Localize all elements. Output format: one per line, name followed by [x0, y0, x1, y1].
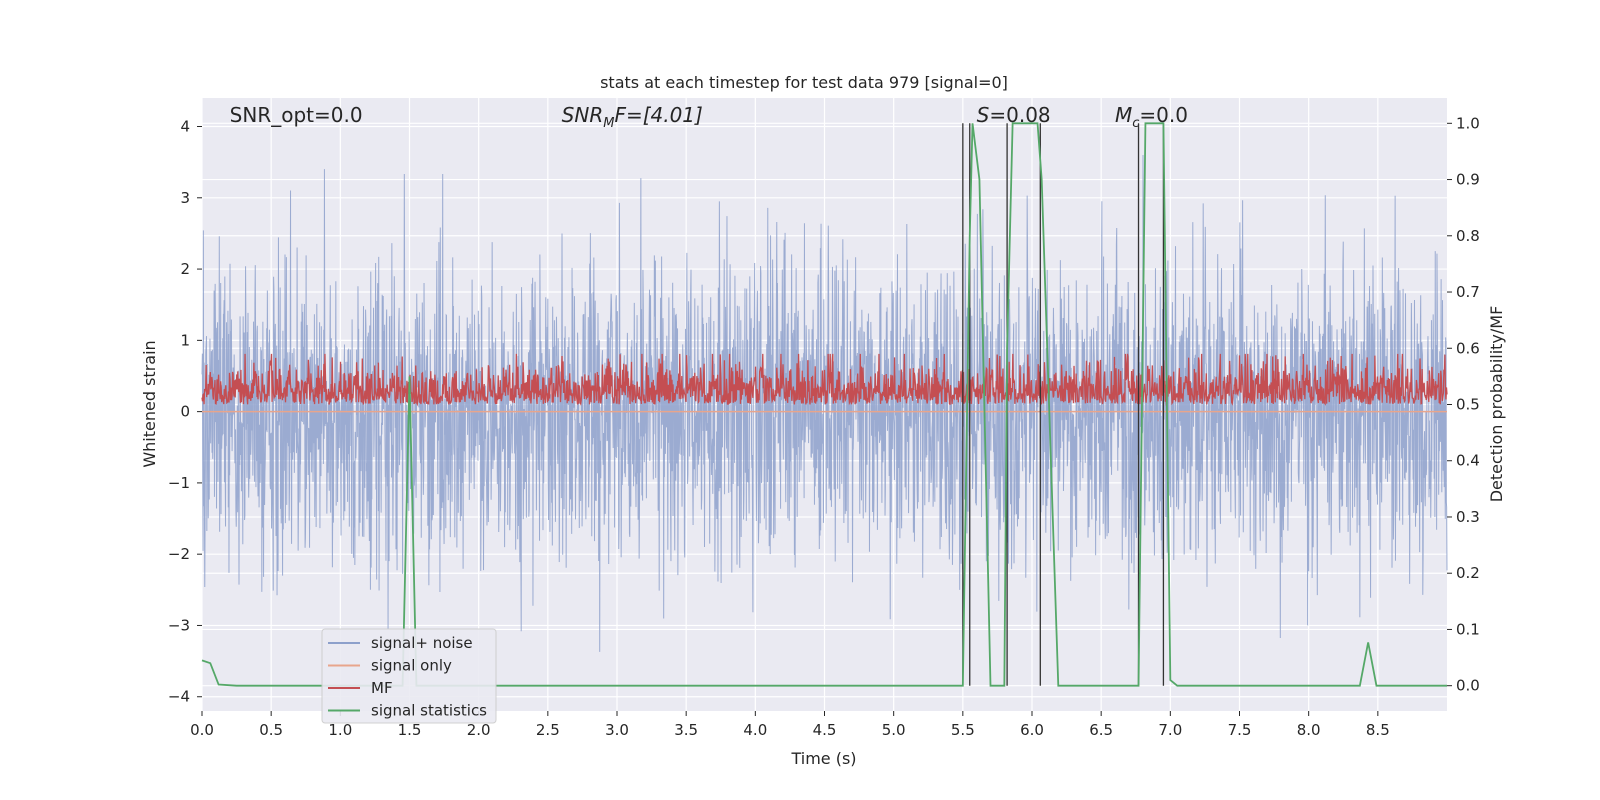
x-tick-label: 3.5	[674, 721, 698, 739]
x-tick-label: 8.0	[1297, 721, 1321, 739]
y-left-tick-label: −4	[168, 688, 190, 706]
legend-label: signal only	[371, 657, 452, 675]
y-left-tick-label: 2	[180, 260, 190, 278]
y-right-tick-label: 0.9	[1456, 171, 1480, 189]
y-right-tick-label: 0.6	[1456, 339, 1480, 357]
series-layer	[201, 122, 1448, 687]
chart-title: stats at each timestep for test data 979…	[600, 73, 1008, 92]
legend-label: signal+ noise	[371, 634, 473, 652]
series-signal-statistics	[201, 122, 1447, 687]
stat-annotation: Mc=0.0	[1115, 103, 1188, 131]
x-tick-label: 3.0	[605, 721, 629, 739]
legend: signal+ noise signal only MF signal statist…	[321, 628, 497, 724]
x-tick-label: 1.0	[328, 721, 352, 739]
legend-label: MF	[371, 679, 393, 697]
y-right-tick-label: 0.8	[1456, 227, 1480, 245]
y-axis-left: −4 −3 −2 −1 0 1 2 3 4	[168, 118, 202, 706]
legend-label: signal statistics	[371, 702, 487, 720]
legend-box	[321, 628, 497, 724]
y-left-tick-label: 4	[180, 118, 190, 136]
y-left-tick-label: 1	[180, 331, 190, 349]
stat-annotation: S=0.08	[977, 103, 1051, 127]
y-left-tick-label: −1	[168, 474, 190, 492]
x-tick-label: 6.5	[1089, 721, 1113, 739]
y-right-tick-label: 0.7	[1456, 283, 1480, 301]
stat-annotation: SNRMF=[4.01]	[562, 103, 703, 131]
y-axis-right-label: Detection probability/MF	[1487, 306, 1506, 503]
y-right-tick-label: 0.5	[1456, 396, 1480, 414]
x-tick-label: 0.0	[190, 721, 214, 739]
x-axis-label: Time (s)	[790, 749, 856, 768]
y-axis-right: 0.0 0.1 0.2 0.3 0.4 0.5 0.6 0.7 0.8 0.9 1.0	[1447, 114, 1480, 695]
y-left-tick-label: −3	[168, 616, 190, 634]
y-right-tick-label: 0.0	[1456, 677, 1480, 695]
x-tick-label: 7.5	[1228, 721, 1252, 739]
y-right-tick-label: 0.3	[1456, 508, 1480, 526]
x-tick-label: 0.5	[259, 721, 283, 739]
x-tick-label: 5.5	[951, 721, 975, 739]
y-right-tick-label: 0.2	[1456, 564, 1480, 582]
y-right-tick-label: 1.0	[1456, 114, 1480, 132]
x-tick-label: 4.0	[743, 721, 767, 739]
x-tick-label: 5.0	[882, 721, 906, 739]
y-left-tick-label: 0	[180, 403, 190, 421]
y-right-tick-label: 0.4	[1456, 452, 1480, 470]
y-left-tick-label: −2	[168, 545, 190, 563]
x-tick-label: 6.0	[1020, 721, 1044, 739]
x-tick-label: 2.5	[536, 721, 560, 739]
y-right-tick-label: 0.1	[1456, 620, 1480, 638]
x-axis: 0.0 0.5 1.0 1.5 2.0 2.5 3.0 3.5 4.0 4.5 5.0 5.5 6.0 6…	[190, 711, 1390, 739]
x-tick-label: 4.5	[813, 721, 837, 739]
y-axis-left-label: Whitened strain	[140, 340, 159, 467]
stat-annotation: SNR_opt=0.0	[230, 103, 363, 127]
x-tick-label: 8.5	[1366, 721, 1390, 739]
annotations: SNR_opt=0.0 SNRMF=[4.01] S=0.08 Mc=0.0	[230, 103, 1188, 131]
x-tick-label: 2.0	[467, 721, 491, 739]
y-left-tick-label: 3	[180, 189, 190, 207]
x-tick-label: 7.0	[1158, 721, 1182, 739]
x-tick-label: 1.5	[398, 721, 422, 739]
